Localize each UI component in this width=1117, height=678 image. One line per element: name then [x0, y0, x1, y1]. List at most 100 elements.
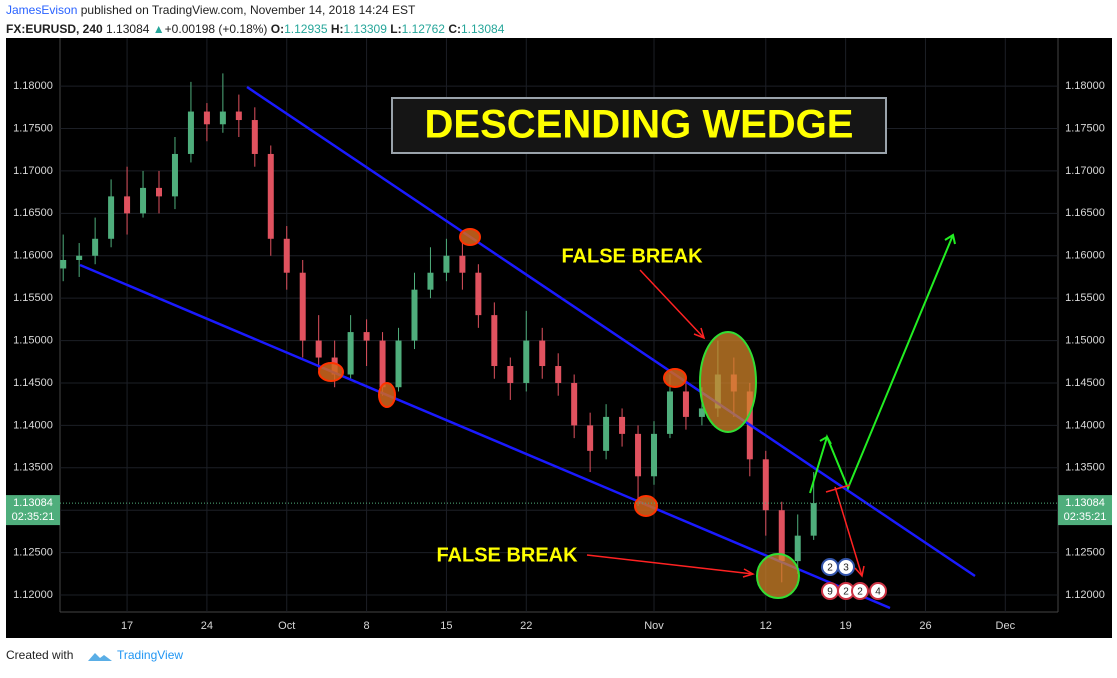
- pointer-arrow: [639, 269, 705, 339]
- y-tick-label: 1.15500: [1065, 292, 1105, 304]
- arrowhead: [742, 568, 755, 578]
- candle-body: [187, 111, 194, 154]
- lower-trendline: [79, 263, 891, 610]
- touch-marker: [318, 362, 344, 382]
- event-count: 4: [875, 587, 881, 598]
- candle-body: [555, 366, 562, 383]
- candle-body: [251, 120, 258, 154]
- event-badge: [869, 582, 887, 600]
- y-tick-label: 1.15000: [13, 334, 53, 346]
- upper-trendline: [246, 85, 976, 578]
- candle-body: [475, 272, 482, 316]
- candle-body: [299, 272, 306, 341]
- candle-body: [140, 187, 147, 214]
- annotation: FALSE BREAK: [436, 544, 578, 566]
- candle-body: [60, 259, 67, 269]
- axes: 1.120001.120001.125001.125001.130001.130…: [6, 80, 1112, 632]
- y-tick-label: 1.18000: [13, 80, 53, 92]
- y-tick-label: 1.17000: [1065, 165, 1105, 177]
- h-label: H:: [331, 22, 344, 36]
- candle-body: [810, 503, 817, 536]
- candle-body: [603, 416, 610, 451]
- c-label: C:: [448, 22, 461, 36]
- l-label: L:: [390, 22, 401, 36]
- candle-body: [219, 111, 226, 125]
- l-value: 1.12762: [402, 22, 446, 36]
- candle-body: [108, 196, 115, 239]
- pointer-arrow: [586, 554, 754, 575]
- y-tick-label: 1.14000: [13, 419, 53, 431]
- o-value: 1.12935: [284, 22, 328, 36]
- y-tick-label: 1.12000: [13, 589, 53, 601]
- last-price-tag: [6, 495, 60, 526]
- candle-body: [682, 391, 689, 417]
- candle-body: [395, 340, 402, 388]
- symbol: FX:EURUSD, 240: [6, 22, 103, 36]
- y-tick-label: 1.12500: [13, 547, 53, 559]
- candle-body: [347, 332, 354, 375]
- candle-body: [571, 382, 578, 426]
- arrowhead: [944, 233, 956, 245]
- candle-body: [491, 315, 498, 367]
- y-tick-label: 1.16500: [1065, 207, 1105, 219]
- candle-body: [539, 340, 546, 367]
- candle-body: [156, 187, 163, 197]
- y-tick-label: 1.16500: [13, 207, 53, 219]
- footer-brand[interactable]: TradingView: [117, 648, 183, 662]
- x-tick-label: 12: [760, 620, 772, 632]
- y-tick-label: 1.12000: [1065, 589, 1105, 601]
- candle-body: [267, 153, 274, 239]
- event-count: 9: [827, 587, 833, 598]
- last-price-label: 1.13084: [13, 497, 53, 509]
- touch-marker: [459, 228, 481, 246]
- change: +0.00198 (+0.18%): [165, 22, 268, 36]
- candle-body: [459, 255, 466, 273]
- header-line-1: JamesEvison published on TradingView.com…: [6, 3, 416, 17]
- x-tick-label: 17: [121, 620, 133, 632]
- y-tick-label: 1.17000: [13, 165, 53, 177]
- y-tick-label: 1.13500: [13, 462, 53, 474]
- x-tick-label: Dec: [996, 620, 1016, 632]
- y-tick-label: 1.16000: [1065, 250, 1105, 262]
- candle-body: [523, 340, 530, 383]
- candle-body: [651, 433, 658, 477]
- footer-text: Created with: [6, 648, 73, 662]
- event-count: 3: [843, 563, 849, 574]
- candle-body: [635, 433, 642, 477]
- false-break-highlight: [699, 331, 757, 433]
- arrowhead: [819, 435, 832, 445]
- y-tick-label: 1.14500: [13, 377, 53, 389]
- x-tick-label: 19: [840, 620, 852, 632]
- y-tick-label: 1.13500: [1065, 462, 1105, 474]
- title-box: [391, 97, 887, 154]
- price: 1.13084: [106, 22, 150, 36]
- arrowhead: [693, 327, 706, 340]
- touch-marker: [378, 382, 396, 408]
- y-tick-label: 1.17500: [13, 122, 53, 134]
- x-tick-label: 15: [440, 620, 452, 632]
- candle-body: [698, 408, 705, 417]
- candle-body: [235, 111, 242, 121]
- y-tick-label: 1.14500: [1065, 377, 1105, 389]
- candle-body: [619, 416, 626, 434]
- countdown-label: 02:35:21: [12, 511, 55, 523]
- event-count: 2: [827, 563, 833, 574]
- event-count: 2: [843, 587, 849, 598]
- candle-body: [92, 238, 99, 256]
- x-tick-label: Oct: [278, 620, 295, 632]
- touch-marker: [634, 495, 658, 517]
- author[interactable]: JamesEvison: [6, 3, 77, 17]
- candle-body: [283, 238, 290, 273]
- published: published on TradingView.com, November 1…: [81, 3, 416, 17]
- header-line-2: FX:EURUSD, 240 1.13084 ▲+0.00198 (+0.18%…: [6, 22, 505, 36]
- candle-body: [171, 153, 178, 197]
- candle-body: [443, 255, 450, 273]
- candle-body: [315, 340, 322, 358]
- y-tick-label: 1.16000: [13, 250, 53, 262]
- events: 2 39 2 2 4: [821, 558, 887, 600]
- h-value: 1.13309: [344, 22, 388, 36]
- x-tick-label: Nov: [644, 620, 664, 632]
- candle-body: [778, 510, 785, 562]
